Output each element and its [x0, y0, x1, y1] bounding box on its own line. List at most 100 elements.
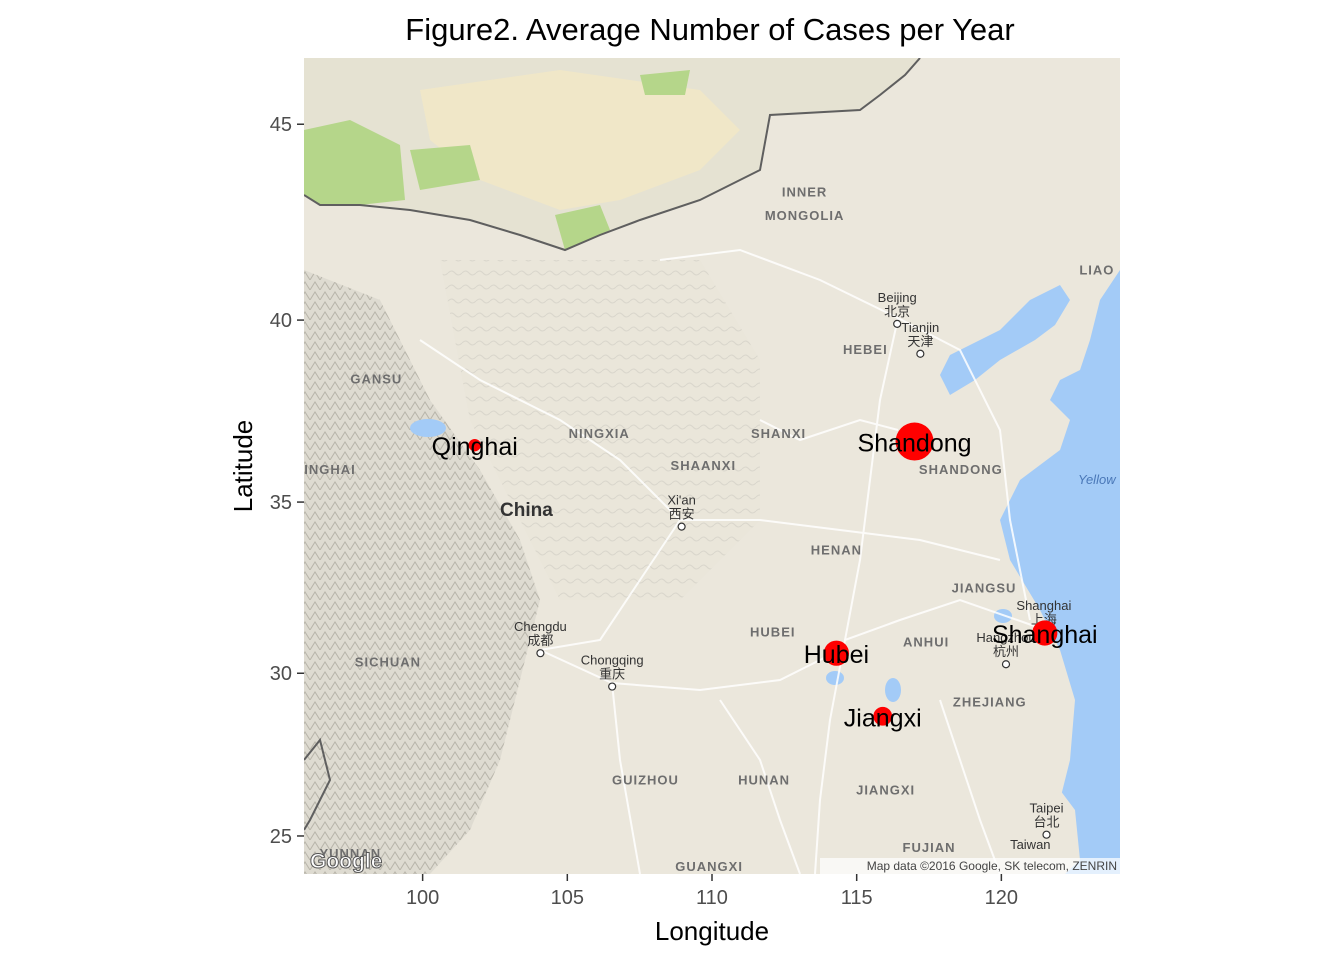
attribution-bg: [820, 858, 1120, 874]
point-qinghai: [468, 438, 481, 452]
national-border: [304, 58, 921, 252]
city-name-cjk: 重庆: [599, 667, 625, 683]
poyang-lake: [885, 678, 901, 702]
region-label: GANSU: [350, 371, 402, 386]
gobi-desert: [420, 70, 740, 210]
region-label: SHAANXI: [671, 458, 737, 473]
map-attribution: Map data ©2016 Google, SK telecom, ZENRI…: [867, 859, 1117, 873]
city-dot: [608, 682, 617, 691]
region-label: SHANXI: [751, 426, 806, 441]
y-tick-label: 30: [270, 663, 292, 685]
tibetan-plateau: [304, 270, 540, 874]
city-dot: [677, 522, 686, 531]
green-area-4: [640, 70, 690, 95]
city-dot: [1042, 830, 1051, 839]
city-name: Hangzhou: [976, 630, 1035, 645]
point-shanghai: [1032, 620, 1058, 646]
region-label: HENAN: [811, 542, 862, 557]
bohai-sea: [940, 285, 1070, 395]
region-label: GUANGXI: [675, 859, 743, 874]
data-points: Qinghai Shandong Shanghai Hubei Jiangxi: [432, 422, 1098, 732]
city-name-cjk: 杭州: [993, 645, 1019, 660]
region-label: YUNNAN: [319, 846, 381, 861]
green-area-2: [410, 145, 480, 190]
city-dot: [916, 349, 925, 358]
x-tick-label: 105: [551, 887, 584, 909]
city-name: Taiwan: [1010, 837, 1050, 852]
region-label: INGHAI: [304, 462, 356, 477]
yellow-sea: [1000, 270, 1120, 874]
country-label: China: [500, 500, 553, 521]
city-dot: [536, 649, 545, 658]
y-axis: 25 30 35 40 45: [270, 114, 304, 848]
region-label: HUNAN: [738, 773, 790, 788]
city-name: Xi'an: [667, 493, 696, 508]
green-area-1: [304, 120, 405, 205]
city-taiwan: Taiwan: [1010, 837, 1050, 852]
map-panel: INNER MONGOLIA LIAO HEBEI GANSU NINGXIA SHANXI…: [304, 58, 1120, 874]
region-label: JIANGXI: [856, 782, 915, 797]
region-label: LIAO: [1079, 262, 1114, 277]
city-name-cjk: 北京: [884, 305, 910, 320]
point-label-shandong: Shandong: [858, 430, 972, 458]
region-label: SHANDONG: [919, 462, 1003, 477]
point-jiangxi: [873, 706, 893, 726]
region-label: HEBEI: [843, 342, 888, 357]
point-label-shanghai: Shanghai: [992, 621, 1098, 649]
point-label-hubei: Hubei: [804, 641, 869, 669]
x-axis: 100 105 110 115 120: [406, 874, 1018, 909]
x-tick-label: 100: [406, 887, 439, 909]
region-label: SICHUAN: [355, 655, 421, 670]
city-name: Chengdu: [514, 619, 567, 634]
y-tick-label: 45: [270, 114, 292, 136]
road-network: [419, 248, 1041, 874]
region-label: ANHUI: [903, 634, 949, 649]
x-tick-label: 115: [841, 887, 873, 909]
city-name: Chongqing: [581, 653, 644, 668]
green-area-3: [555, 205, 610, 250]
point-hubei: [823, 640, 850, 666]
city-name-cjk: 西安: [669, 508, 695, 523]
dongting-lake: [826, 671, 844, 685]
taiwan-island: [1035, 790, 1080, 874]
qinghai-lake: [410, 419, 446, 437]
city-name-cjk: 台北: [1033, 816, 1059, 831]
city-name: Beijing: [878, 290, 917, 305]
city-name-cjk: 天津: [907, 335, 933, 350]
x-tick-label: 120: [985, 887, 1018, 909]
y-axis-title: Latitude: [228, 420, 258, 513]
region-label: JIANGSU: [952, 580, 1017, 595]
city-name-cjk: 成都: [527, 634, 553, 649]
region-label: ZHEJIANG: [953, 694, 1027, 709]
point-label-qinghai: Qinghai: [432, 433, 518, 461]
city-dot: [1001, 660, 1011, 669]
region-labels: INNER MONGOLIA LIAO HEBEI GANSU NINGXIA SHANXI…: [304, 185, 1114, 874]
loess-terrain: [440, 260, 760, 600]
city-dot: [893, 319, 902, 328]
y-tick-label: 40: [270, 310, 292, 332]
region-label: MONGOLIA: [765, 208, 845, 223]
figure-title: Figure2. Average Number of Cases per Yea…: [405, 12, 1014, 47]
y-tick-label: 35: [270, 492, 292, 514]
region-label: INNER: [782, 185, 827, 200]
y-tick-label: 25: [270, 826, 292, 848]
city-name: Taipei: [1030, 801, 1064, 816]
region-label: HUBEI: [750, 624, 795, 639]
x-tick-label: 110: [696, 887, 728, 909]
point-shandong: [895, 422, 934, 461]
x-axis-title: Longitude: [655, 916, 769, 946]
google-logo: Google: [310, 850, 382, 873]
city-name: Tianjin: [901, 320, 939, 335]
region-label: GUIZHOU: [612, 773, 679, 788]
sea-label: Yellow: [1078, 472, 1117, 487]
region-label: NINGXIA: [569, 426, 630, 441]
